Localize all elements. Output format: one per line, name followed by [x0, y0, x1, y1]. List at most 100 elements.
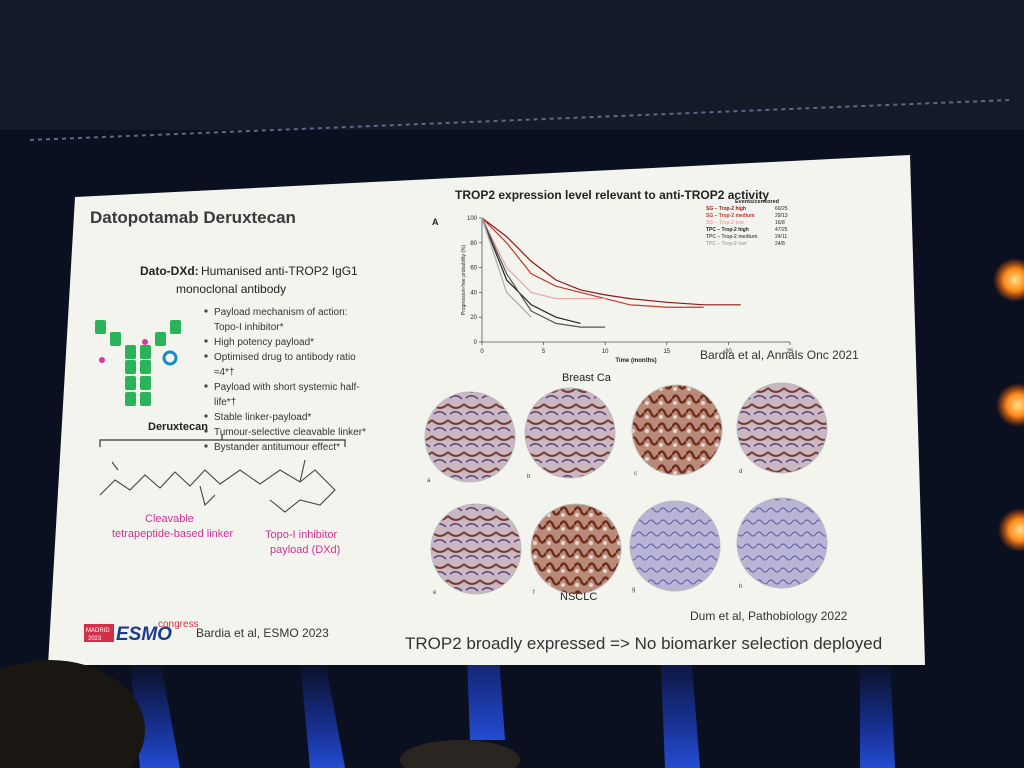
bullet-text: Tumour-selective cleavable linker*	[214, 427, 366, 438]
group-label: NSCLC	[560, 591, 597, 603]
bullet-text: Topo-I inhibitor*	[214, 322, 284, 333]
bullet-text: High potency payload*	[214, 337, 314, 348]
antibody-domain	[170, 320, 181, 334]
antibody-domain	[125, 392, 136, 406]
y-axis-label: Progression-free probability (%)	[461, 245, 467, 316]
y-tick-label: 20	[470, 315, 477, 321]
legend-events: 24/8	[775, 241, 785, 247]
x-tick-label: 10	[602, 349, 609, 355]
image-letter: f	[533, 590, 535, 596]
bullet-text: life*†	[214, 397, 236, 408]
km-curve	[481, 217, 581, 324]
bullet-dot	[204, 309, 208, 313]
bullet-text: Bystander antitumour effect*	[214, 442, 340, 453]
image-letter: c	[634, 471, 637, 477]
bullet-text: ≈4*†	[214, 367, 235, 378]
ihc-image	[631, 384, 723, 476]
antibody-domain	[110, 332, 121, 346]
x-tick-label: 15	[663, 349, 670, 355]
legend-entry: SG – Trop-2 medium	[706, 213, 755, 219]
legend-events: 60/25	[775, 206, 788, 212]
payload-dot	[162, 350, 178, 366]
y-tick-label: 80	[470, 241, 477, 247]
linker-label: Cleavable	[145, 513, 194, 525]
y-tick-label: 60	[470, 266, 477, 272]
x-tick-label: 5	[542, 349, 546, 355]
description-label: Dato-DXd:	[140, 264, 199, 278]
antibody-domain	[140, 392, 151, 406]
light-beam	[860, 660, 895, 768]
molecule-label: Deruxtecan	[148, 421, 208, 433]
payload-label: Topo-I inhibitor	[265, 529, 337, 541]
linker-label: tetrapeptide-based linker	[112, 528, 233, 540]
km-curve	[481, 217, 606, 300]
reference: Bardia et al, ESMO 2023	[196, 626, 329, 640]
logo-badge	[84, 624, 114, 642]
reference: Bardia et al, Annals Onc 2021	[700, 348, 859, 362]
reference: Dum et al, Pathobiology 2022	[690, 609, 848, 623]
image-letter: b	[527, 474, 531, 480]
bullet-dot	[204, 414, 208, 418]
legend-entry: TPC – Trop-2 low	[706, 241, 747, 247]
ihc-image	[424, 391, 516, 483]
ihc-image	[524, 387, 616, 479]
bullet-dot	[204, 384, 208, 388]
antibody-domain	[140, 376, 151, 390]
y-tick-label: 100	[467, 216, 478, 222]
antibody-domain	[95, 320, 106, 334]
bullet-text: Optimised drug to antibody ratio	[214, 352, 356, 363]
x-tick-label: 20	[725, 349, 732, 355]
ihc-image	[530, 503, 622, 595]
stage-lamp	[998, 508, 1024, 552]
slide-title: Datopotamab Deruxtecan	[90, 208, 296, 227]
legend-entry: TPC – Trop-2 high	[706, 227, 749, 233]
km-curve	[481, 217, 606, 328]
audience-head	[400, 740, 520, 768]
antibody-icon	[95, 320, 181, 406]
payload-dot	[99, 357, 105, 363]
molecule	[99, 459, 336, 513]
bullet-dot	[204, 354, 208, 358]
slide-content: Datopotamab Deruxtecan Dato-DXd: Humanised…	[84, 188, 882, 653]
legend-entry: SG – Trop-2 low	[706, 220, 744, 226]
logo-city: MADRID	[86, 628, 110, 634]
image-letter: g	[632, 587, 635, 593]
section-title: TROP2 expression level relevant to anti-…	[455, 188, 769, 202]
bullet-dot	[204, 429, 208, 433]
y-tick-label: 0	[474, 340, 478, 346]
stage-lamp	[996, 383, 1024, 427]
km-curve	[481, 217, 704, 308]
stage-lamp	[993, 258, 1024, 302]
audience-head	[0, 660, 145, 768]
conclusion: TROP2 broadly expressed => No biomarker …	[405, 634, 882, 653]
antibody-domain	[140, 360, 151, 374]
logo-year: 2023	[88, 636, 102, 642]
km-curve	[481, 217, 741, 306]
antibody-domain	[125, 345, 136, 359]
bullet-text: Payload with short systemic half-	[214, 382, 360, 393]
bracket	[99, 434, 346, 447]
legend-header: Events/censored	[735, 199, 779, 205]
panel-letter: A	[432, 217, 439, 227]
legend-events: 47/25	[775, 227, 788, 233]
antibody-domain	[155, 332, 166, 346]
ihc-image	[736, 497, 828, 589]
ihc-image	[736, 382, 828, 474]
legend-events: 16/8	[775, 220, 785, 226]
logo-suffix: congress	[158, 619, 199, 630]
ihc-image	[430, 503, 522, 595]
antibody-domain	[125, 360, 136, 374]
description: Humanised anti-TROP2 IgG1	[201, 264, 358, 278]
group-label: Breast Ca	[562, 372, 612, 384]
rig-line	[29, 99, 1011, 141]
legend-entry: SG – Trop-2 high	[706, 206, 746, 212]
light-beam	[300, 660, 345, 768]
description: monoclonal antibody	[176, 282, 286, 296]
payload-dot	[142, 339, 148, 345]
x-tick-label: 0	[480, 349, 484, 355]
bullet-dot	[204, 444, 208, 448]
bullet-text: Stable linker-payload*	[214, 412, 311, 423]
image-letter: d	[739, 469, 742, 475]
bullet-text: Payload mechanism of action:	[214, 307, 347, 318]
legend-entry: TPC – Trop-2 medium	[706, 234, 758, 240]
